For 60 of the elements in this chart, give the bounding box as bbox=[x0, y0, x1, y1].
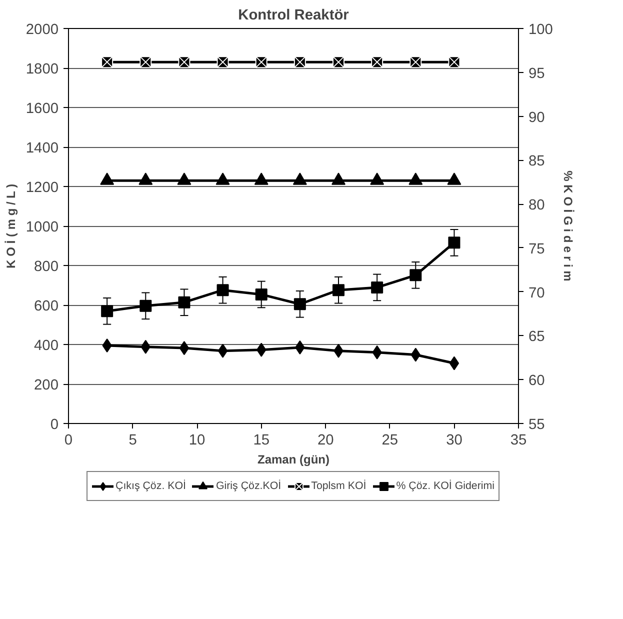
point bbox=[371, 56, 384, 68]
point bbox=[448, 236, 460, 249]
legend-label: Giriş Çöz.KOİ bbox=[216, 480, 282, 492]
point bbox=[332, 284, 344, 296]
point bbox=[216, 56, 229, 68]
x-tick-label: 10 bbox=[188, 432, 206, 448]
point bbox=[101, 305, 114, 318]
point bbox=[294, 56, 306, 68]
point bbox=[410, 269, 422, 282]
point bbox=[255, 288, 268, 300]
point bbox=[140, 300, 152, 312]
y2-tick-label: 60 bbox=[528, 373, 545, 390]
y-tick-label: 600 bbox=[34, 298, 59, 314]
y2-tick-label: 65 bbox=[528, 329, 545, 346]
point bbox=[371, 281, 384, 294]
y-tick-label: 800 bbox=[34, 259, 59, 275]
y2-tick-label: 100 bbox=[528, 22, 553, 38]
point bbox=[178, 56, 190, 68]
point bbox=[179, 341, 190, 356]
y2-tick-label: 85 bbox=[528, 154, 545, 170]
y-tick-label: 400 bbox=[34, 338, 59, 354]
y2-tick-label: 75 bbox=[528, 241, 545, 258]
point bbox=[448, 56, 460, 68]
point bbox=[101, 56, 114, 68]
point bbox=[216, 284, 229, 296]
point bbox=[294, 298, 306, 310]
y-axis-title: K O İ ( m g / L ) bbox=[4, 184, 18, 268]
y-tick-label: 1200 bbox=[26, 180, 59, 196]
y-tick-label: 0 bbox=[50, 417, 59, 433]
point bbox=[449, 356, 460, 370]
y-tick-label: 1000 bbox=[26, 220, 59, 236]
x-tick-label: 20 bbox=[317, 432, 334, 448]
y-tick-label: 2000 bbox=[26, 22, 59, 38]
x-tick-label: 30 bbox=[446, 432, 462, 448]
y2-axis-title: % K O İ G i d e r i m bbox=[560, 170, 575, 282]
chart-title: Kontrol Reaktör bbox=[238, 8, 350, 24]
point bbox=[332, 56, 344, 68]
point bbox=[178, 296, 190, 308]
x-tick-label: 25 bbox=[382, 432, 398, 448]
point bbox=[218, 344, 228, 358]
y2-tick-label: 70 bbox=[528, 285, 545, 302]
point bbox=[255, 56, 268, 68]
legend-label: % Çöz. KOİ Giderimi bbox=[396, 480, 494, 492]
x-tick-label: 35 bbox=[510, 432, 527, 448]
x-axis-title: Zaman (gün) bbox=[258, 452, 330, 466]
x-tick-label: 5 bbox=[128, 432, 137, 448]
x-tick-label: 0 bbox=[64, 432, 73, 448]
y2-tick-label: 80 bbox=[528, 198, 545, 214]
y-tick-label: 200 bbox=[34, 378, 59, 394]
y2-tick-label: 90 bbox=[528, 110, 545, 126]
point bbox=[410, 56, 422, 68]
y2-tick-label: 55 bbox=[528, 417, 545, 433]
legend-label: Çıkış Çöz. KOİ bbox=[116, 480, 186, 492]
legend-label: Toplsm KOİ bbox=[311, 480, 366, 492]
x-tick-label: 15 bbox=[253, 432, 270, 448]
y-tick-label: 1600 bbox=[26, 101, 59, 117]
y-tick-label: 1800 bbox=[26, 62, 59, 78]
y-tick-label: 1400 bbox=[26, 140, 59, 156]
y2-tick-label: 95 bbox=[528, 66, 545, 82]
point bbox=[140, 56, 152, 68]
